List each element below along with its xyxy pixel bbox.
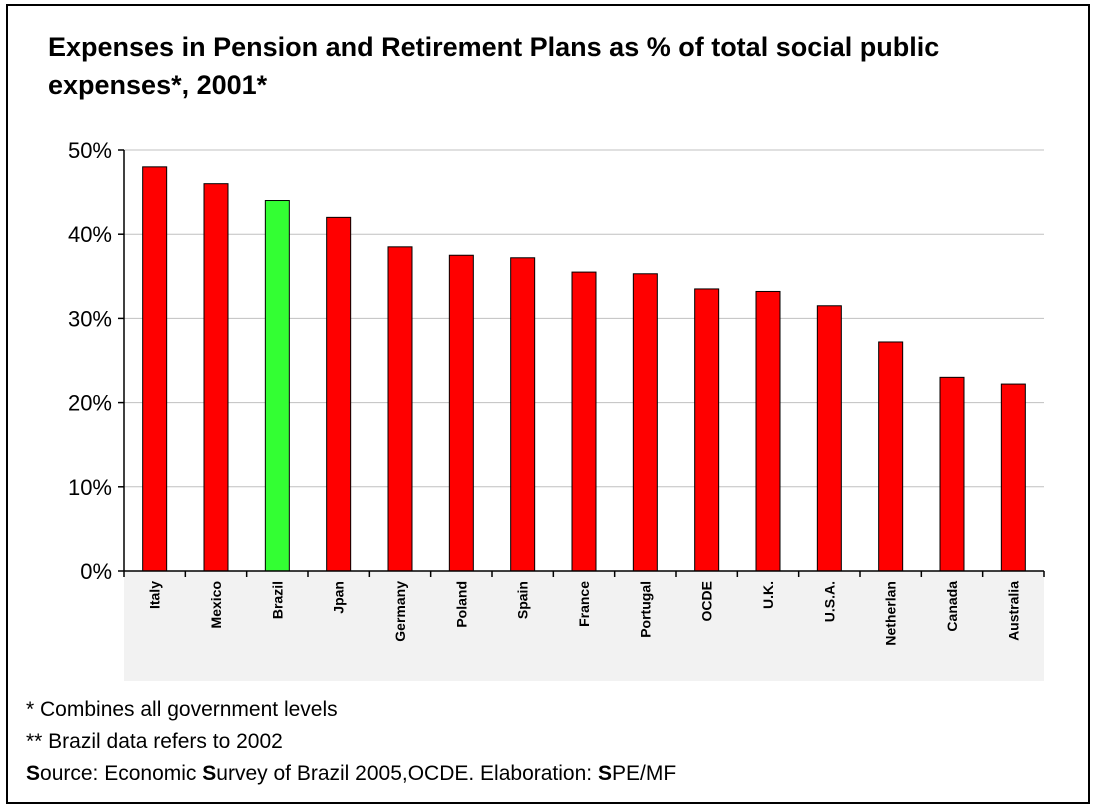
source-line: Source: Economic Survey of Brazil 2005,O… [26,758,1066,790]
source-s3: S [597,762,612,785]
y-tick-label: 30% [68,306,112,331]
footnote-government-levels: * Combines all government levels [26,698,338,721]
bar-spain [510,257,536,572]
x-tick-label: Germany [392,581,408,642]
x-tick-label: Mexico [208,581,224,628]
x-tick-label: Portugal [637,581,653,638]
x-tick-label: Spain [515,581,531,619]
x-tick-label: U.S.A. [821,581,837,622]
source-part1: ource: Economic [40,762,203,785]
footnote-brazil-data: ** Brazil data refers to 2002 [26,730,283,753]
bar-u-s-a- [816,305,842,572]
bar-france [571,271,597,572]
chart-title: Expenses in Pension and Retirement Plans… [48,32,940,100]
bars [142,166,1026,572]
footnotes: * Combines all government levels ** Braz… [26,694,1066,790]
bar-ocde [694,288,720,572]
bar-mexico [203,183,229,572]
bar-u-k- [755,290,781,572]
x-tick-labels: Italy Mexico Brazil Jpan Germany Poland Spain F… [147,581,1022,646]
bar-portugal [632,273,658,572]
x-tick-label: France [576,581,592,627]
bar-poland [448,254,474,572]
chart-frame: Expenses in Pension and Retirement Plans… [6,4,1090,804]
source-s2: S [202,762,217,785]
bar-chart: 0% 10% 20% 30% 40% 50% Italy Mexico Brazil Jpan G… [68,138,1045,681]
bar-australia [1000,383,1026,572]
x-tick-label: U.K. [760,581,776,609]
bar-canada [939,376,965,572]
bar-jpan [326,216,352,572]
y-tick-label: 0% [80,559,112,584]
source-part2: urvey of Brazil 2005,OCDE. Elaboration: [216,762,598,785]
x-tick-label: Canada [944,581,960,632]
x-tick-label: Brazil [269,581,285,619]
source-part3: PE/MF [611,762,677,785]
axes [118,149,1045,577]
y-tick-label: 10% [68,475,112,500]
bar-italy [142,166,168,572]
x-tick-label: Italy [147,581,163,609]
x-tick-label: Jpan [331,581,347,614]
bar-germany [387,246,413,572]
x-category-area [124,571,1044,681]
x-tick-label: Netherlan [883,581,899,646]
x-tick-label: Poland [453,581,469,628]
y-tick-label: 20% [68,391,112,416]
bar-brazil [264,200,290,572]
y-tick-label: 50% [68,138,112,163]
bar-netherlan [878,341,904,572]
x-tick-label: Australia [1005,581,1021,641]
source-s1: S [26,762,41,785]
y-tick-labels: 0% 10% 20% 30% 40% 50% [68,138,112,584]
y-tick-label: 40% [68,222,112,247]
x-tick-label: OCDE [699,581,715,621]
